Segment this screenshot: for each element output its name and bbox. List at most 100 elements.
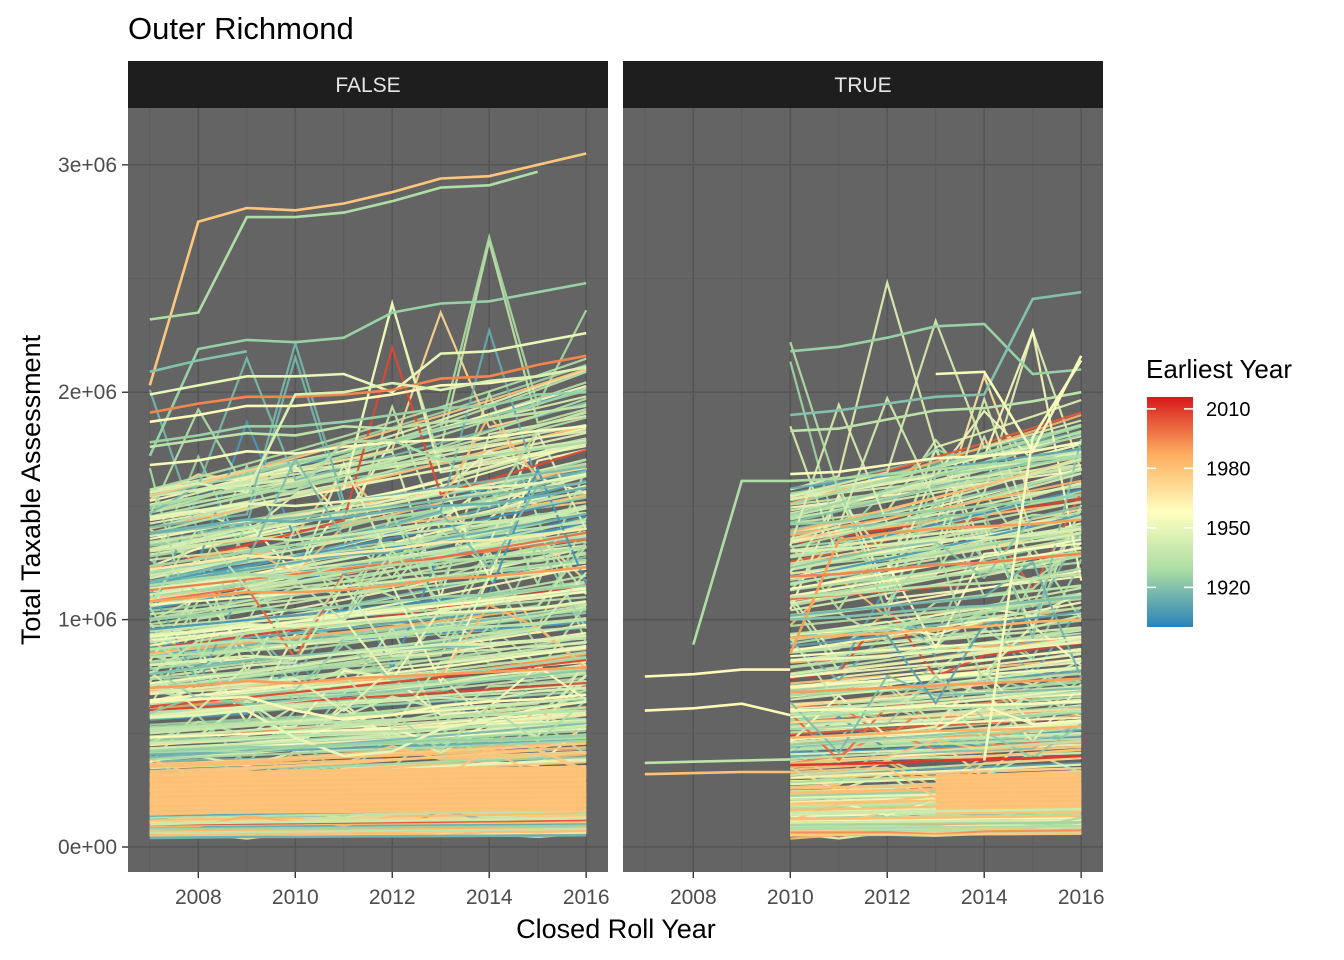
parcel-line-bg [149, 799, 587, 807]
parcel-line-bg [149, 804, 587, 812]
y-tick-label: 0e+00 [58, 836, 117, 859]
legend-colorbar [1147, 397, 1193, 627]
parcel-line [790, 390, 1082, 433]
parcel-line [790, 807, 1082, 815]
strip-label: TRUE [834, 74, 891, 97]
parcel-line [644, 758, 791, 765]
strip-true [623, 61, 1103, 108]
parcel-line [935, 355, 1083, 454]
parcel-line-bg [790, 395, 1082, 540]
parcel-line [790, 725, 1082, 740]
parcel-line-bg [149, 423, 587, 498]
parcel-line-bg [790, 317, 1082, 497]
parcel-line-bg [935, 772, 1082, 778]
parcel-line-bg [149, 669, 587, 715]
parcel-line [149, 791, 587, 803]
parcel-line [790, 527, 1082, 553]
parcel-line-bg [149, 796, 587, 804]
parcel-line-bg [149, 344, 587, 569]
parcel-line [790, 552, 1082, 578]
parcel-line-bg [149, 481, 587, 535]
parcel-line-bg [790, 707, 1082, 724]
parcel-line [790, 441, 1082, 476]
parcel-line-bg [790, 649, 1082, 678]
parcel-line-bg [149, 326, 587, 583]
parcel-line-bg [149, 466, 588, 631]
parcel-line-bg [149, 782, 587, 791]
parcel-line-bg [790, 660, 1082, 757]
parcel-line-bg [148, 387, 587, 517]
parcel-line-bg [149, 571, 588, 687]
parcel-line [149, 390, 587, 444]
parcel-line-bg [149, 549, 587, 675]
parcel-line-bg [790, 438, 1082, 525]
parcel-line-bg [149, 357, 587, 491]
parcel-line-bg [790, 763, 1082, 779]
parcel-line-bg [149, 808, 587, 815]
parcel-line-bg [790, 505, 1082, 580]
x-tick-label: 2010 [272, 886, 319, 909]
parcel-line-bg [149, 644, 587, 713]
parcel-line-bg [149, 496, 587, 584]
parcel-line-bg [149, 411, 587, 514]
x-tick-label: 2010 [767, 886, 814, 909]
parcel-line-bg [149, 699, 587, 752]
parcel-line-bg [790, 610, 1082, 706]
x-tick-label: 2012 [369, 886, 416, 909]
y-tick-label: 3e+06 [58, 154, 117, 177]
parcel-line-bg [149, 424, 587, 530]
parcel-line-bg [149, 748, 587, 776]
parcel-line [149, 693, 587, 722]
parcel-line [692, 454, 1082, 645]
y-axis-label: Total Taxable Assessment [16, 334, 46, 645]
parcel-line [149, 600, 587, 637]
parcel-line-bg [149, 767, 587, 777]
parcel-line [149, 506, 587, 553]
parcel-line [148, 152, 587, 386]
y-tick-label: 1e+06 [58, 609, 117, 632]
parcel-line-bg [790, 767, 1082, 780]
parcel-line [149, 545, 587, 587]
parcel-line-bg [149, 720, 587, 743]
parcel-line [149, 170, 539, 321]
legend-title: Earliest Year [1146, 354, 1292, 384]
parcel-line-bg [149, 538, 587, 592]
parcel-line [982, 359, 1083, 761]
parcel-line [790, 595, 1082, 621]
parcel-line [644, 668, 791, 678]
parcel-line [149, 365, 587, 494]
parcel-line-bg [790, 817, 1082, 824]
parcel-line-bg [790, 737, 1082, 751]
parcel-line-bg [149, 798, 587, 805]
parcel-lines [148, 152, 588, 840]
parcel-line [149, 331, 587, 396]
parcel-line [149, 768, 587, 781]
parcel-line [149, 618, 587, 651]
parcel-line-bg [790, 546, 1082, 598]
x-tick-label: 2012 [864, 886, 911, 909]
parcel-line-bg [149, 806, 587, 813]
parcel-line [790, 700, 1082, 712]
parcel-line-bg [790, 812, 1082, 820]
legend-tick-label: 1950 [1206, 518, 1251, 540]
parcel-line [149, 438, 587, 508]
parcel-line-bg [790, 278, 1082, 491]
parcel-line-bg [149, 809, 587, 819]
y-axis: 0e+00 1e+06 2e+06 3e+06 [58, 154, 128, 859]
facet-panels: FALSE 2008 2010 2012 2014 2016 TRUE 2008 2010 201… [58, 61, 1105, 909]
x-tick-label: 2008 [670, 886, 717, 909]
parcel-line-bg [149, 646, 587, 702]
parcel-line-bg [149, 787, 587, 796]
parcel-line [149, 634, 587, 667]
parcel-line-bg [790, 482, 1082, 545]
parcel-line [149, 666, 587, 690]
parcel-line-bg [149, 801, 587, 809]
parcel-line [790, 782, 1082, 790]
parcel-line-bg [790, 820, 1082, 826]
parcel-line [790, 824, 1082, 831]
parcel-line-bg [149, 780, 587, 790]
parcel-line [644, 702, 791, 717]
x-tick-label: 2014 [961, 886, 1008, 909]
parcel-line-bg [790, 709, 1082, 734]
parcel-line-bg [149, 474, 587, 544]
